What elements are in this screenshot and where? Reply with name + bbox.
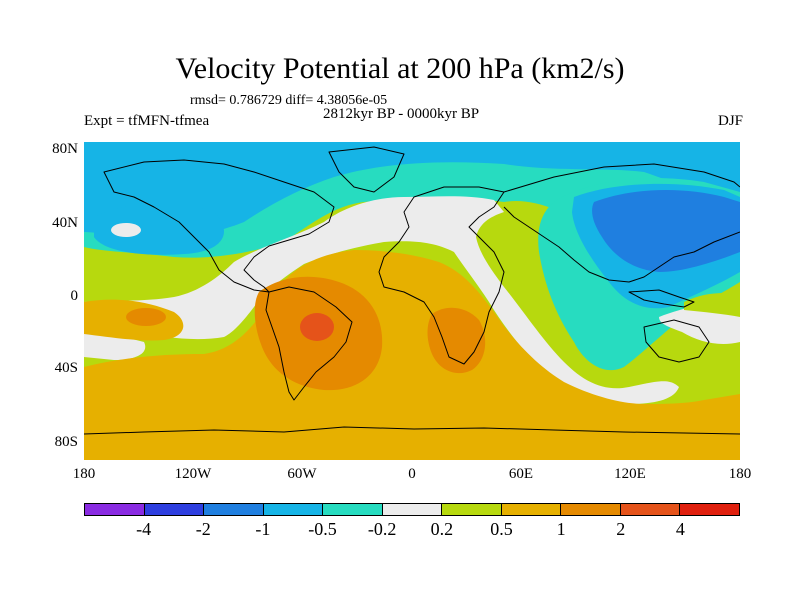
coast-greenland	[328, 146, 405, 193]
field-africa-darkorange	[427, 307, 486, 374]
colorbar-label: -2	[195, 519, 211, 539]
lat-label-0: 0	[70, 288, 79, 304]
colorbar-swatch	[85, 504, 145, 515]
plot-title: Velocity Potential at 200 hPa (km2/s)	[175, 52, 625, 85]
lat-label-40s: 40S	[54, 360, 78, 376]
period-annotation: 2812kyr BP - 0000kyr BP	[323, 106, 480, 122]
lon-label-0: 0	[408, 466, 416, 482]
colorbar-label: 2	[616, 519, 626, 539]
lon-label-60w: 60W	[287, 466, 317, 482]
lon-label-60e: 60E	[508, 466, 534, 482]
colorbar-label: -0.2	[367, 519, 397, 539]
colorbar-swatch	[680, 504, 740, 515]
coast-indonesia	[628, 289, 695, 308]
field-east-green	[684, 292, 740, 317]
colorbar-label: 4	[675, 519, 685, 539]
lon-label-120e: 120E	[614, 466, 646, 482]
map-panel	[84, 142, 740, 460]
experiment-label: Expt = tfMFN-tfmea	[84, 113, 210, 129]
colorbar-label: 0.2	[430, 519, 454, 539]
lat-label-40n: 40N	[52, 215, 78, 231]
lon-label-180w: 180	[72, 466, 96, 482]
lat-label-80s: 80S	[54, 434, 78, 450]
lon-label-180e: 180	[728, 466, 752, 482]
colorbar-label: -0.5	[308, 519, 337, 539]
coast-north-america	[103, 159, 335, 293]
colorbar-swatch	[620, 504, 681, 515]
lat-label-80n: 80N	[52, 141, 78, 157]
coast-antarctica	[84, 426, 740, 435]
coastlines	[84, 146, 740, 435]
colorbar-label: -4	[136, 519, 152, 539]
field-npacific-blue	[94, 202, 224, 255]
colorbar-swatch	[561, 504, 621, 515]
field-north-blue	[84, 142, 740, 239]
coast-australia	[643, 319, 710, 363]
colorbar-label: 1	[556, 519, 566, 539]
field-south-orange	[84, 250, 740, 460]
coast-asia	[503, 163, 740, 283]
colorbar-swatch	[442, 504, 502, 515]
coast-africa-europe	[378, 186, 505, 365]
colorbar	[84, 503, 740, 516]
field-npacific-white	[111, 223, 141, 237]
colorbar-label: 0.5	[490, 519, 513, 539]
field-samerica-max	[300, 313, 334, 341]
season-label: DJF	[717, 113, 743, 129]
colorbar-swatch	[501, 504, 562, 515]
stats-annotation: rmsd= 0.786729 diff= 4.38056e-05	[190, 93, 388, 108]
field-spacific-darkorange	[126, 308, 166, 326]
colorbar-swatch	[204, 504, 264, 515]
colorbar-swatch	[263, 504, 324, 515]
field-wpac-darkblue	[592, 190, 740, 272]
field-neutral-band	[84, 196, 679, 404]
colorbar-swatch	[144, 504, 205, 515]
coast-south-america	[265, 286, 353, 401]
colorbar-swatch	[382, 504, 443, 515]
lon-label-120w: 120W	[174, 466, 212, 482]
colorbar-swatch	[323, 504, 383, 515]
colorbar-label: -1	[255, 519, 271, 539]
velocity-potential-map	[84, 142, 740, 460]
